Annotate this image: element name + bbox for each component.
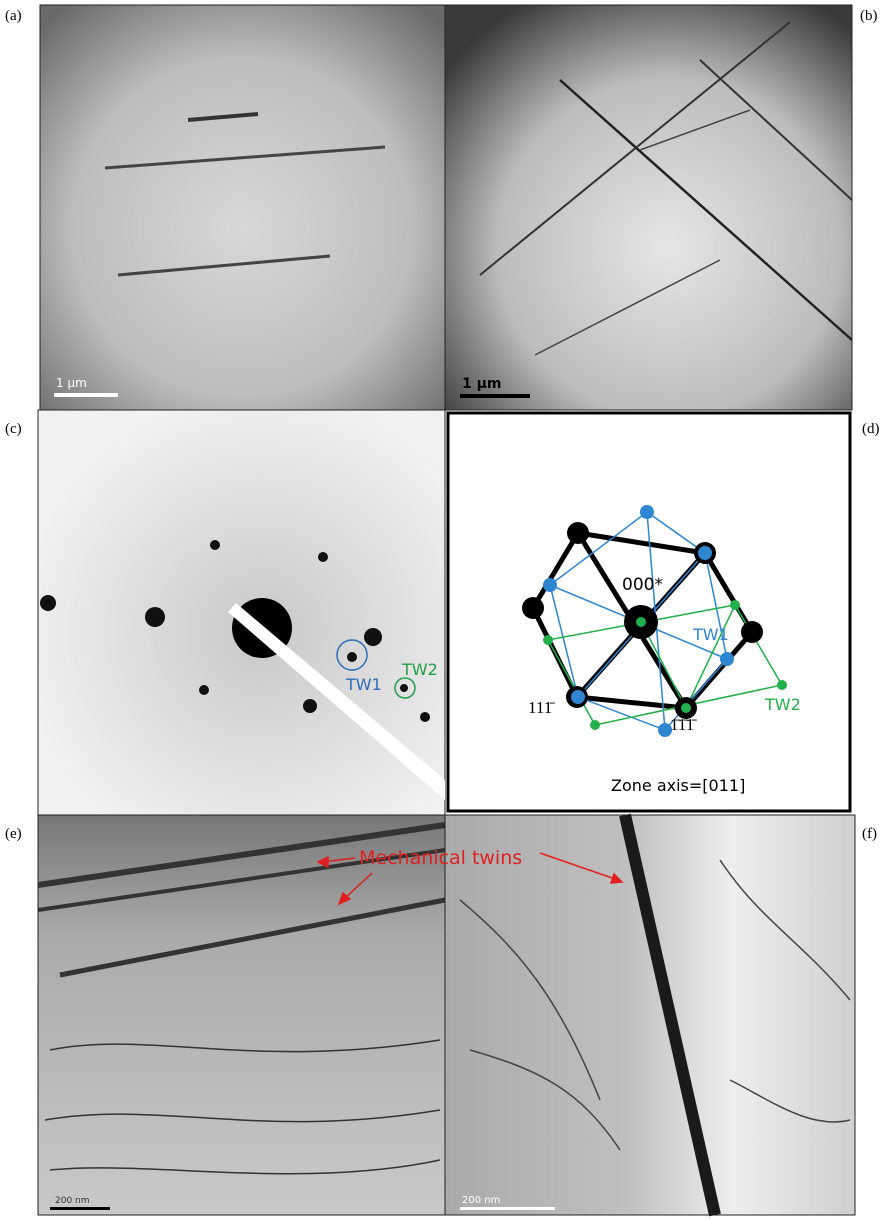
panel-label: (b)	[860, 8, 878, 24]
spot-label: TW2	[401, 660, 438, 679]
twin-circle	[336, 639, 368, 671]
twin-line	[559, 79, 853, 341]
index-label: 1̄1̄1̄	[670, 715, 697, 734]
twin-line	[104, 145, 386, 170]
panel-label: (f)	[862, 826, 877, 842]
annotation: Mechanical twins	[316, 847, 624, 906]
panel-label: (a)	[5, 8, 22, 24]
scale-bar	[54, 393, 118, 397]
annotation-text: Mechanical twins	[359, 847, 522, 869]
defect-lines	[459, 859, 851, 1151]
index-label: 111̄	[528, 698, 555, 717]
twin-line	[117, 254, 331, 277]
scale-label: 200 nm	[55, 1196, 90, 1206]
panel-f: 200 nm (f)	[444, 813, 877, 1217]
panel-label: (c)	[5, 421, 22, 437]
panel-c: TW1 TW2 (c)	[5, 409, 446, 816]
scale-label: 1 µm	[462, 376, 502, 392]
tem-image	[444, 814, 856, 1216]
panel-e: 200 nm (e)	[5, 814, 446, 1216]
tem-image	[444, 4, 853, 411]
twin-line	[534, 259, 721, 356]
scale-bar	[460, 394, 530, 398]
twin-band	[619, 813, 721, 1217]
panel-d: 000* TW1 TW2 111̄ 1̄1̄1̄ Zone axis=[011]…	[446, 411, 880, 813]
panel-a: 1 µm (a)	[5, 4, 446, 411]
twin-line	[187, 112, 259, 122]
scale-label: 200 nm	[462, 1195, 500, 1206]
twin-label: TW1	[692, 625, 729, 644]
panel-label: (e)	[5, 826, 22, 842]
twin-line	[699, 59, 853, 201]
scale-label: 1 µm	[56, 376, 87, 390]
zone-axis: Zone axis=[011]	[611, 776, 745, 795]
scale-bar	[50, 1207, 110, 1210]
beam-stop	[228, 603, 445, 800]
twin-line	[479, 21, 791, 276]
twin-line	[639, 109, 751, 151]
tem-image	[39, 4, 446, 411]
defect-lines	[37, 822, 446, 1175]
twin-label: TW2	[764, 695, 801, 714]
scale-bar	[460, 1207, 555, 1210]
spot-label: TW1	[345, 675, 382, 694]
origin-label: 000*	[622, 575, 663, 595]
twin-circle	[394, 677, 416, 699]
spots	[40, 540, 430, 722]
tw1-spots	[543, 505, 734, 737]
arrows	[316, 852, 624, 906]
tw2-spots	[543, 600, 787, 730]
panel-b: 1 µm (b)	[444, 4, 878, 411]
panel-label: (d)	[862, 421, 880, 437]
